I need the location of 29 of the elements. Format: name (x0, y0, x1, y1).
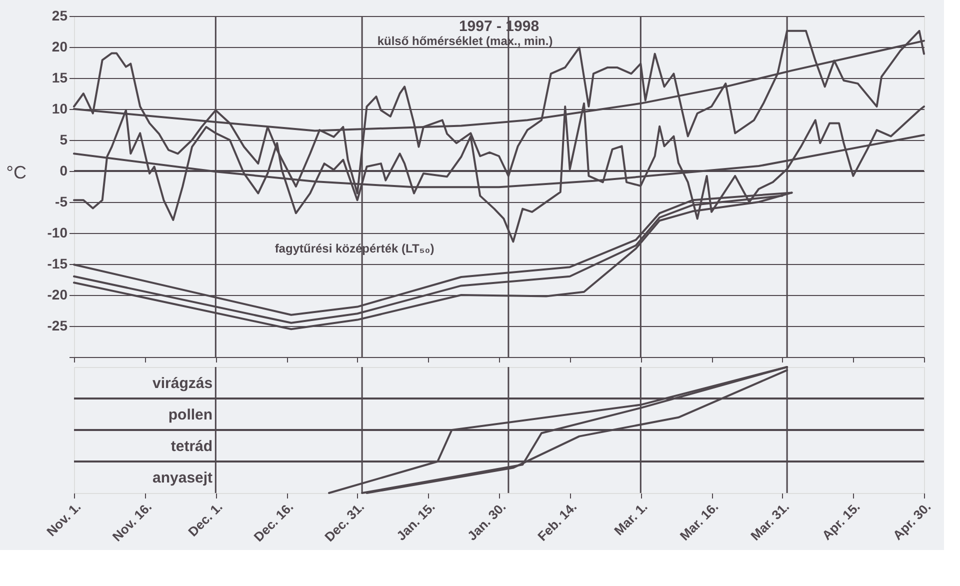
x-tick-label: Mar. 31. (748, 499, 792, 544)
y-tick-label: 20 (52, 38, 68, 54)
y-tick-label: -10 (47, 224, 68, 240)
y-axis-title: °C (6, 162, 26, 182)
y-tick-label: 25 (52, 8, 68, 24)
annotation: tetrád (170, 438, 213, 455)
x-tick-label: Mar. 1. (611, 499, 650, 538)
x-tick-label: Dec. 1. (185, 499, 226, 540)
y-tick-label: 10 (52, 100, 68, 116)
x-tick-label: Apr. 30. (890, 499, 934, 543)
x-tick-label: Mar. 16. (676, 499, 722, 544)
x-tick-label: Apr. 15. (819, 499, 863, 543)
annotation: anyasejt (152, 469, 213, 486)
x-tick-label: Nov. 1. (44, 499, 84, 540)
x-tick-label: Feb. 14. (534, 499, 580, 544)
y-tick-label: -5 (55, 194, 68, 210)
annotation: pollen (168, 406, 213, 424)
y-tick-label: -25 (47, 318, 68, 334)
x-tick-label: Jan. 30. (464, 499, 509, 544)
y-tick-label: 15 (52, 70, 68, 86)
x-tick-label: Jan. 15. (394, 499, 438, 544)
y-tick-label: 5 (60, 132, 68, 148)
x-tick-label: Nov. 16. (109, 499, 155, 544)
y-tick-label: -15 (47, 256, 68, 272)
y-tick-label: -20 (47, 286, 68, 302)
y-tick-label: 0 (60, 162, 68, 178)
x-tick-label: Dec. 16. (250, 499, 296, 544)
x-tick-label: Dec. 31. (322, 499, 368, 544)
annotation: virágzás (152, 374, 213, 392)
